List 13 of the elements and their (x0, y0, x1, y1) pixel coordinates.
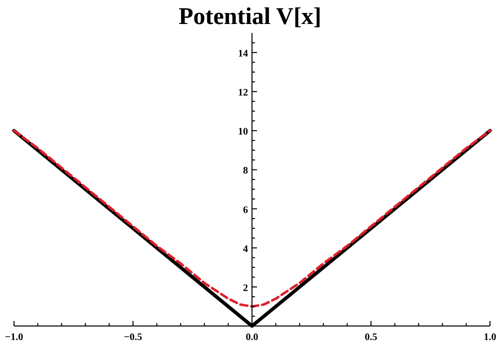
chart-title: Potential V[x] (178, 4, 322, 30)
x-tick-label: 0.0 (246, 332, 258, 343)
y-tick-label: 14 (238, 48, 248, 60)
x-tick-label: −1.0 (4, 332, 24, 343)
y-tick-label: 10 (238, 126, 248, 138)
y-tick-label: 6 (243, 204, 248, 216)
x-tick-label: −0.5 (124, 332, 142, 343)
y-tick-label: 4 (243, 244, 248, 255)
x-tick-label: 1.0 (484, 332, 496, 343)
x-tick-label: 0.5 (364, 332, 378, 343)
y-tick-label: 8 (243, 166, 248, 177)
y-tick-label: 12 (238, 88, 248, 99)
y-tick-label: 2 (243, 282, 248, 294)
